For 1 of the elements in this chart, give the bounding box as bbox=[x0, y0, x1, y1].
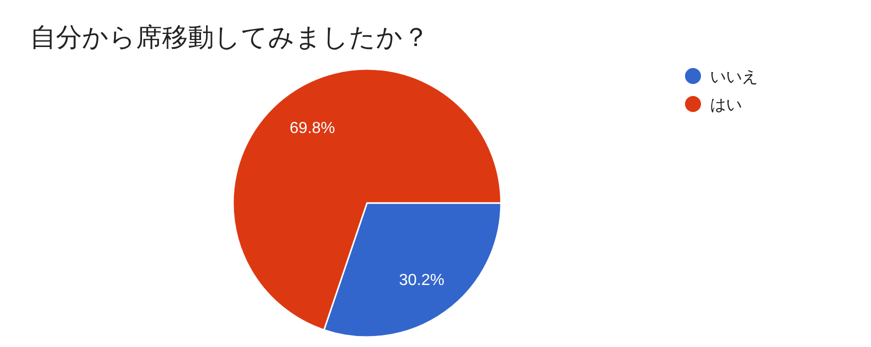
title: 自分から席移動してみましたか？ bbox=[30, 22, 429, 52]
